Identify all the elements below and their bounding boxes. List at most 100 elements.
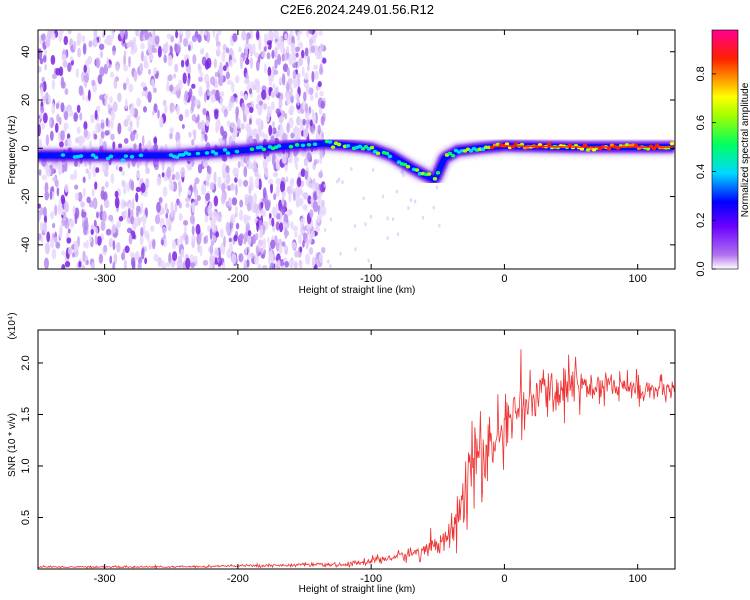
spectrogram-noise-speckle xyxy=(123,201,129,207)
spectrogram-noise-speckle xyxy=(289,30,294,38)
spectrogram-noise-speckle xyxy=(235,222,240,230)
spectrogram-noise-speckle xyxy=(223,170,228,179)
spectrogram-noise-speckle xyxy=(228,99,232,112)
spectrogram-noise-speckle xyxy=(60,130,65,142)
spectrogram-noise-speckle xyxy=(139,234,144,246)
spectrogram-noise-speckle xyxy=(281,196,285,206)
spectrogram-noise-speckle xyxy=(75,68,79,78)
spectrogram-noise-speckle xyxy=(167,55,173,67)
spectrogram-noise-speckle xyxy=(288,192,292,203)
spectrogram-noise-speckle xyxy=(307,195,312,205)
ridge-intensity-blob xyxy=(336,142,342,147)
spectrogram-noise-speckle xyxy=(152,239,156,250)
spectrogram-noise-speckle xyxy=(218,64,224,75)
spectrogram-noise-speckle xyxy=(241,30,247,41)
spectrogram-noise-speckle xyxy=(304,103,309,114)
spectrogram-noise-speckle xyxy=(255,118,260,126)
spectrogram-noise-speckle xyxy=(223,235,226,248)
spectrogram-noise-speckle xyxy=(188,44,191,52)
spectrogram-noise-speckle xyxy=(204,133,208,142)
spectrogram-noise-speckle xyxy=(218,75,224,87)
spectrogram-noise-speckle xyxy=(176,83,180,92)
spectrogram-noise-speckle xyxy=(313,190,317,201)
spectrogram-noise-speckle xyxy=(114,196,120,209)
spectrogram-noise-speckle xyxy=(320,115,325,126)
spectrogram-noise-speckle xyxy=(292,62,297,69)
spectrogram-noise-speckle xyxy=(238,254,242,262)
spectrogram-noise-speckle xyxy=(86,196,91,204)
spectrogram-noise-speckle xyxy=(298,30,303,35)
spectrogram-noise-speckle xyxy=(82,187,86,198)
spectrogram-noise-speckle xyxy=(220,228,224,238)
spectrogram-noise-speckle xyxy=(112,261,116,269)
spectrogram-noise-speckle xyxy=(200,183,207,196)
x-tick-label: 0 xyxy=(501,573,507,585)
spectrogram-noise-speckle xyxy=(94,234,98,245)
spectrogram-noise-speckle xyxy=(103,199,110,209)
spectrogram-noise-speckle xyxy=(258,41,262,51)
spectrogram-noise-speckle xyxy=(233,234,238,242)
spectrogram-noise-speckle xyxy=(60,194,65,205)
spectrogram-noise-speckle xyxy=(230,213,236,224)
spectrogram-noise-speckle xyxy=(180,59,185,68)
spectrogram-noise-speckle xyxy=(181,123,185,130)
spectrogram-noise-speckle xyxy=(77,235,80,248)
spectrogram-noise-speckle xyxy=(165,212,169,219)
colorbar-ticks: 0.0 0.2 0.4 0.6 0.8 xyxy=(695,66,716,277)
spectrogram-noise-speckle xyxy=(309,209,314,218)
spectrogram-noise-speckle xyxy=(329,217,333,222)
spectrogram-noise-speckle xyxy=(318,47,322,59)
spectrogram-noise-speckle xyxy=(218,252,222,264)
spectrogram-noise-speckle xyxy=(197,114,200,123)
spectrogram-noise-speckle xyxy=(67,228,71,234)
spectrogram-noise-speckle xyxy=(286,122,290,134)
spectrogram-noise-speckle xyxy=(180,167,186,178)
spectrogram-noise-speckle xyxy=(157,45,162,58)
spectrogram-noise-speckle xyxy=(319,90,324,97)
spectrogram-noise-speckle xyxy=(266,156,272,163)
spectrogram-noise-speckle xyxy=(254,177,260,189)
spectrogram-noise-speckle xyxy=(54,162,58,170)
spectrogram-noise-speckle xyxy=(262,196,268,203)
spectrogram-noise-speckle xyxy=(241,123,245,130)
spectrogram-noise-speckle xyxy=(191,138,195,146)
spectrogram-noise-speckle xyxy=(286,67,290,77)
spectrogram-noise-speckle xyxy=(249,56,254,69)
spectrogram-noise-speckle xyxy=(90,114,95,124)
spectrogram-noise-speckle xyxy=(189,262,196,268)
spectrogram-noise-speckle xyxy=(317,124,321,131)
spectrogram-noise-speckle xyxy=(61,264,66,269)
spectrogram-noise-speckle xyxy=(120,30,124,40)
spectrogram-noise-speckle xyxy=(103,93,109,101)
spectrogram-noise-speckle xyxy=(215,119,221,131)
snr-x-axis: -300 -200 -100 0 100 xyxy=(94,330,647,585)
spectrogram-noise-speckle xyxy=(98,253,104,264)
spectrogram-noise-speckle xyxy=(206,31,211,43)
spectrogram-noise-speckle xyxy=(40,86,44,97)
spectrogram-noise-speckle xyxy=(295,199,300,208)
spectrogram-noise-speckle xyxy=(282,63,289,73)
spectrogram-noise-speckle xyxy=(188,131,192,138)
spectrogram-noise-speckle xyxy=(166,166,172,179)
spectrogram-ridge xyxy=(38,135,675,188)
snr-plot-area xyxy=(38,330,675,569)
ridge-intensity-blob xyxy=(138,153,144,158)
spectrogram-noise-speckle xyxy=(147,140,152,149)
snr-x-label: Height of straight line (km) xyxy=(299,584,416,595)
spectrogram-noise-speckle xyxy=(73,40,77,51)
spectrogram-noise-speckle xyxy=(214,77,218,89)
spectrogram-noise-speckle xyxy=(341,180,344,185)
spectrogram-noise-speckle xyxy=(254,167,259,178)
spectrogram-noise-speckle xyxy=(386,236,389,241)
ridge-intensity-blob xyxy=(387,154,393,159)
spectrogram-noise-speckle xyxy=(281,73,286,86)
spectrogram-noise-speckle xyxy=(208,263,214,269)
spectrogram-noise-speckle xyxy=(267,178,274,185)
spectrogram-noise-speckle xyxy=(101,210,107,222)
spectrogram-noise-speckle xyxy=(165,41,169,53)
spectrogram-noise-speckle xyxy=(260,120,264,131)
spectrogram-noise-speckle xyxy=(274,30,280,40)
spectrogram-noise-speckle xyxy=(197,63,201,71)
spectrogram-noise-speckle xyxy=(209,182,215,191)
spectrogram-noise-speckle xyxy=(275,161,280,170)
